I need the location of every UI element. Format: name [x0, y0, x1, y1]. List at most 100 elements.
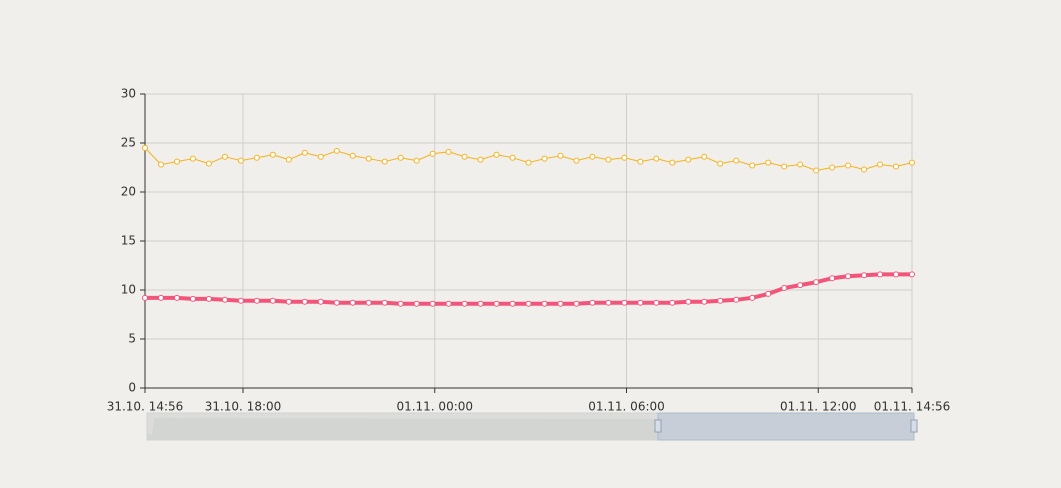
data-point [637, 299, 644, 306]
data-point [685, 298, 692, 305]
data-point [253, 297, 260, 304]
data-point [477, 300, 484, 307]
data-point [893, 163, 900, 170]
data-point [589, 153, 596, 160]
data-point [733, 157, 740, 164]
data-point [301, 298, 308, 305]
data-point [557, 152, 564, 159]
data-point [845, 162, 852, 169]
data-point [413, 157, 420, 164]
data-point [701, 153, 708, 160]
zoom-slider[interactable] [146, 412, 918, 441]
data-point [269, 151, 276, 158]
data-point [157, 294, 164, 301]
data-point [237, 297, 244, 304]
data-point [573, 157, 580, 164]
data-point [429, 300, 436, 307]
data-point [717, 297, 724, 304]
data-point [461, 300, 468, 307]
data-point [317, 153, 324, 160]
x-tick-label: 01.11. 06:00 [588, 400, 665, 414]
data-point [221, 153, 228, 160]
data-point [493, 300, 500, 307]
data-point [877, 161, 884, 168]
data-point [285, 156, 292, 163]
data-point [285, 298, 292, 305]
data-point [861, 166, 868, 173]
x-tick-label: 01.11. 12:00 [780, 400, 857, 414]
data-point [381, 158, 388, 165]
data-point [525, 159, 532, 166]
data-point [349, 152, 356, 159]
slider-handle[interactable] [910, 419, 918, 433]
data-point [365, 299, 372, 306]
data-point [765, 159, 772, 166]
data-point [893, 271, 900, 278]
data-point [813, 279, 820, 286]
data-point [637, 158, 644, 165]
data-point [877, 271, 884, 278]
data-point [845, 273, 852, 280]
x-tick-label: 01.11. 14:56 [874, 400, 951, 414]
data-point [653, 299, 660, 306]
data-point [749, 162, 756, 169]
data-point [797, 161, 804, 168]
data-point [509, 154, 516, 161]
data-point [205, 295, 212, 302]
data-point [173, 294, 180, 301]
data-point [477, 156, 484, 163]
y-tick-label: 20 [121, 185, 136, 199]
data-point [317, 298, 324, 305]
data-point [701, 298, 708, 305]
x-tick-label: 31.10. 18:00 [205, 400, 282, 414]
data-point [765, 290, 772, 297]
data-point [142, 144, 148, 151]
y-tick-label: 0 [128, 381, 136, 395]
data-point [301, 149, 308, 156]
data-point [333, 299, 340, 306]
data-point [589, 299, 596, 306]
y-tick-label: 10 [121, 283, 136, 297]
y-tick-label: 5 [128, 332, 136, 346]
data-point [269, 297, 276, 304]
data-point [253, 154, 260, 161]
data-point [573, 300, 580, 307]
series-line [145, 272, 912, 306]
data-point [157, 161, 164, 168]
data-point [797, 282, 804, 289]
data-point [653, 155, 660, 162]
data-point [717, 160, 724, 167]
data-point [749, 294, 756, 301]
data-point [621, 154, 628, 161]
data-point [829, 164, 836, 171]
series-line [144, 147, 913, 171]
data-point [381, 299, 388, 306]
y-tick-label: 15 [121, 234, 136, 248]
data-point [541, 300, 548, 307]
data-point [365, 155, 372, 162]
x-tick-label: 31.10. 14:56 [107, 400, 184, 414]
data-point [829, 275, 836, 282]
data-point [781, 163, 788, 170]
slider-handle[interactable] [654, 419, 662, 433]
y-tick-label: 25 [121, 136, 136, 150]
data-point [733, 296, 740, 303]
data-point [173, 158, 180, 165]
data-point [493, 151, 500, 158]
y-tick-label: 30 [121, 87, 136, 101]
data-point [397, 300, 404, 307]
data-point [909, 159, 915, 166]
data-point [189, 295, 196, 302]
x-tick-label: 01.11. 00:00 [396, 400, 473, 414]
data-point [142, 294, 148, 301]
data-point [461, 153, 468, 160]
data-point [189, 155, 196, 162]
data-point [525, 300, 532, 307]
data-point [221, 296, 228, 303]
data-point [445, 300, 452, 307]
data-point [685, 156, 692, 163]
data-point [445, 148, 452, 155]
data-point [205, 160, 212, 167]
data-point [669, 299, 676, 306]
